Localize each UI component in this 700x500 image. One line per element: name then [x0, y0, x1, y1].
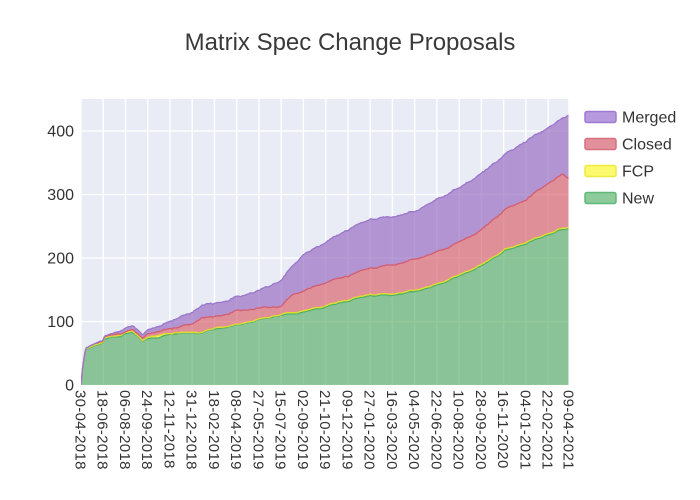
x-tick-label: 18-02-2019: [205, 390, 222, 470]
x-tick-label: 12-11-2018: [161, 390, 178, 469]
x-tick-label: 22-06-2020: [427, 390, 444, 470]
legend-item-fcp[interactable]: FCP: [584, 164, 654, 181]
y-tick-label: 400: [47, 124, 74, 141]
legend-item-new[interactable]: New: [584, 191, 654, 208]
x-tick-label: 31-12-2018: [183, 390, 200, 470]
x-tick-label: 27-01-2020: [361, 390, 378, 470]
x-tick-label: 09-12-2019: [338, 390, 355, 470]
y-axis-tick-labels: 0 100 200 300 400: [47, 124, 74, 395]
x-tick-label: 09-04-2021: [560, 390, 577, 470]
legend-item-closed[interactable]: Closed: [584, 137, 672, 154]
legend-item-merged[interactable]: Merged: [584, 110, 676, 127]
x-tick-label: 24-09-2018: [138, 390, 155, 470]
stacked-areas: [81, 114, 569, 385]
x-tick-label: 28-09-2020: [472, 390, 489, 470]
x-tick-label: 18-06-2018: [94, 390, 111, 470]
x-tick-label: 02-09-2019: [294, 390, 311, 470]
legend-swatch-merged: [584, 110, 617, 124]
x-tick-label: 04-01-2021: [516, 390, 533, 470]
y-tick-label: 200: [47, 251, 74, 268]
line-new: [81, 228, 569, 385]
line-fcp: [81, 226, 569, 385]
x-tick-label: 06-08-2018: [116, 390, 133, 470]
y-tick-label: 100: [47, 314, 74, 331]
legend: Merged Closed FCP New: [584, 110, 676, 208]
line-merged: [81, 114, 569, 385]
legend-label: New: [622, 191, 654, 208]
x-tick-label: 10-08-2020: [450, 390, 467, 470]
x-tick-label: 15-07-2019: [272, 390, 289, 470]
legend-swatch-new: [584, 191, 617, 205]
y-tick-label: 300: [47, 187, 74, 204]
x-tick-label: 04-05-2020: [405, 390, 422, 470]
x-tick-label: 27-05-2019: [249, 390, 266, 470]
x-tick-label: 22-02-2021: [539, 390, 556, 470]
legend-swatch-closed: [584, 137, 617, 151]
legend-label: Closed: [622, 137, 672, 154]
legend-label: Merged: [622, 110, 676, 127]
x-tick-label: 16-11-2020: [494, 390, 511, 469]
line-closed: [81, 173, 569, 385]
x-axis-tick-labels: 30-04-2018 18-06-2018 06-08-2018 24-09-2018…: [72, 390, 577, 470]
y-tick-label: 0: [65, 378, 74, 395]
x-tick-label: 30-04-2018: [72, 390, 89, 470]
x-tick-label: 08-04-2019: [227, 390, 244, 470]
x-tick-label: 21-10-2019: [316, 390, 333, 470]
chart-title: Matrix Spec Change Proposals: [185, 29, 516, 56]
area-new: [81, 228, 569, 385]
legend-swatch-fcp: [584, 164, 617, 178]
legend-label: FCP: [622, 164, 654, 181]
x-tick-label: 16-03-2020: [383, 390, 400, 470]
